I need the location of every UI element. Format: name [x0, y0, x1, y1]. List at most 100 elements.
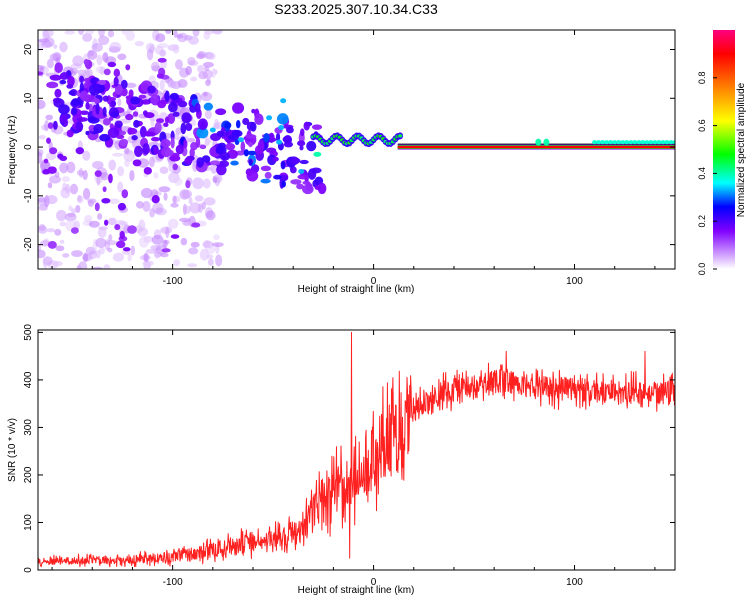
spectrogram-noise-cell [52, 260, 63, 267]
spectrogram-noise-cell [158, 186, 171, 193]
spectrogram-blob [163, 122, 169, 128]
spectrogram-blob [102, 106, 107, 117]
spectrogram-noise-cell [159, 166, 169, 174]
spectrogram-noise-cell [172, 163, 179, 171]
spectrogram-blob [85, 130, 90, 136]
spectrogram-noise-cell [185, 65, 192, 76]
spectrogram-noise-cell [207, 52, 216, 61]
spectrogram-noise-cell [163, 192, 168, 201]
spectrogram-noise-cell [165, 226, 170, 239]
spectrogram-tonal-line [397, 145, 675, 149]
spectrogram-noise-cell [87, 198, 97, 204]
spectrogram-blob [183, 139, 188, 149]
spectrogram-xlabel: Height of straight line (km) [298, 284, 415, 295]
spectrogram-xtick-label: 0 [371, 276, 377, 287]
spectrogram-ytick-label: -10 [23, 188, 34, 203]
spectrogram-noise-cell [212, 30, 223, 35]
spectrogram-noise-cell [108, 198, 120, 205]
spectrogram-noise-cell [156, 118, 164, 124]
spectrogram-noise-cell [59, 221, 67, 227]
spectrogram-noise-cell [151, 234, 164, 245]
spectrogram-noise-cell [125, 82, 137, 89]
spectrogram-blob [184, 157, 193, 165]
spectrogram-blob [110, 100, 116, 107]
spectrogram-blob [181, 112, 192, 124]
spectrogram-noise-cell [42, 37, 55, 48]
spectrogram-blob [297, 174, 309, 180]
spectrogram-noise-cell [203, 61, 214, 68]
spectrogram-noise-cell [76, 195, 84, 204]
spectrogram-noise-cell [49, 175, 61, 184]
spectrogram-blob [167, 149, 174, 156]
spectrogram-blob [246, 170, 259, 182]
spectrogram-noise-cell [106, 240, 118, 246]
spectrogram-noise-cell [38, 206, 48, 211]
spectrogram-noise-cell [127, 252, 132, 262]
spectrogram-noise-cell [64, 212, 77, 222]
spectrogram-noise-cell [213, 234, 220, 241]
spectrogram-blob [215, 108, 227, 116]
spectrogram-noise-cell [64, 30, 76, 35]
spectrogram-noise-cell [170, 202, 179, 208]
spectrogram-blob [244, 134, 257, 139]
spectrogram-blob [232, 102, 245, 114]
spectrogram-blob [79, 90, 88, 101]
spectrogram-transition-cell [644, 140, 650, 145]
spectrogram-noise-cell [46, 58, 54, 69]
spectrogram-noise-cell [82, 169, 88, 181]
spectrogram-noise-cell [127, 225, 137, 234]
spectrogram-blob [224, 121, 232, 129]
spectrogram-noise-cell [82, 188, 91, 200]
spectrogram-noise-cell [98, 30, 105, 38]
spectrogram-blob [150, 136, 161, 142]
spectrogram-blob [254, 113, 264, 125]
spectrogram-blob [260, 165, 272, 172]
spectrogram-blob [142, 143, 150, 155]
spectrogram-blob [285, 126, 294, 134]
spectrogram-noise-cell [69, 183, 79, 195]
spectrogram-noise-cell [142, 200, 151, 212]
spectrogram-noise-cell [119, 230, 125, 240]
chart-title: S233.2025.307.10.34.C33 [274, 1, 438, 17]
spectrogram-noise-cell [138, 236, 149, 248]
spectrogram-noise-cell [154, 207, 167, 216]
snr-frame [37, 329, 676, 571]
colorbar-gradient [713, 30, 735, 269]
spectrogram-noise-cell [108, 159, 117, 171]
spectrogram-noise-cell [119, 221, 128, 226]
snr-xtick-label: 0 [371, 577, 377, 588]
spectrogram-transition-cell [632, 140, 638, 145]
spectrogram-noise-cell [47, 240, 57, 249]
spectrogram-blob [296, 183, 304, 190]
spectrogram-noise-cell [149, 208, 155, 218]
spectrogram-blob [66, 83, 74, 89]
spectrogram-noise-cell [205, 210, 216, 221]
spectrogram-noise-cell [82, 150, 91, 161]
spectrogram-blob [110, 111, 120, 118]
spectrogram-blob [103, 118, 111, 126]
spectrogram-blob [280, 160, 286, 170]
spectrogram-noise-cell [59, 41, 68, 53]
spectrogram-blob [169, 92, 180, 101]
snr-background [38, 330, 675, 570]
spectrogram-noise-cell [151, 194, 160, 204]
spectrogram-noise-cell [132, 111, 139, 117]
spectrogram-noise-cell [38, 225, 48, 234]
spectrogram-blob [260, 178, 271, 184]
spectrogram-blob [54, 62, 63, 74]
snr-panel: -100 0 100 0 100 200 300 400 500 Height of strai… [7, 324, 676, 596]
spectrogram-blob [142, 110, 148, 116]
spectrogram-blob [306, 140, 317, 152]
spectrogram-blob [88, 83, 101, 96]
spectrogram-noise-cell [46, 137, 51, 144]
spectrogram-noise-cell [82, 252, 89, 263]
spectrogram-blob [114, 84, 123, 96]
spectrogram-noise-cell [117, 166, 125, 177]
colorbar-ticks: 0.0 0.2 0.4 0.6 0.8 [697, 72, 717, 275]
spectrogram-noise-cell [190, 119, 197, 127]
spectrogram-blob [314, 176, 324, 186]
spectrogram-ytick-label: 0 [23, 144, 34, 150]
spectrogram-transition-cell [592, 140, 598, 145]
